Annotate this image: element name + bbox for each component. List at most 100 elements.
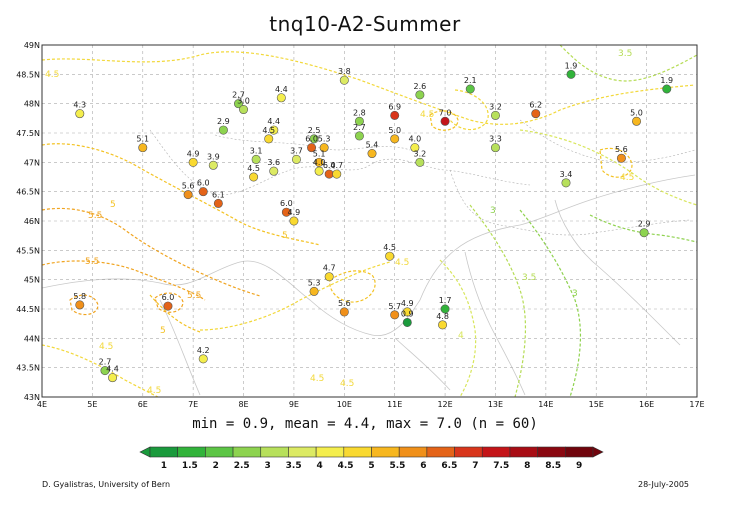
- station-dot: [402, 317, 412, 327]
- station-dot: [490, 110, 500, 120]
- station-marker: 5.3: [318, 135, 331, 153]
- colorbar-segment: [177, 446, 206, 458]
- isoline-label: 4: [458, 331, 464, 341]
- map-border: [41, 44, 698, 398]
- station-value-label: 1.7: [439, 296, 452, 305]
- isoline-label: 3.5: [618, 49, 632, 59]
- station-dot: [319, 143, 329, 153]
- station-dot: [339, 75, 349, 85]
- y-tick-label: 48.5N: [16, 70, 40, 79]
- colorbar-tick-label: 5.5: [389, 461, 405, 471]
- station-marker: 6.0: [280, 199, 293, 217]
- station-marker: 2.1: [464, 76, 477, 94]
- station-marker: 3.0: [237, 97, 250, 115]
- station-value-label: 2.7: [232, 91, 245, 100]
- isoline-5-5: [154, 292, 184, 313]
- station-marker: 2.9: [217, 117, 230, 135]
- coastline-layer: [41, 174, 696, 396]
- station-dot: [415, 157, 425, 167]
- station-dot: [75, 300, 85, 310]
- station-marker: 4.4: [106, 365, 119, 383]
- station-value-label: 1.9: [565, 61, 578, 70]
- station-value-label: 3.9: [207, 152, 220, 161]
- station-value-label: 2.9: [638, 220, 651, 229]
- station-dot: [314, 157, 324, 167]
- isoline-3-5: [559, 44, 698, 82]
- isoline-3: [589, 214, 698, 243]
- isoline-5-5: [69, 294, 99, 316]
- station-dot: [208, 160, 218, 170]
- isoline-5: [149, 294, 201, 333]
- colorbar-tick-label: 6: [420, 461, 426, 471]
- station-marker: 2.6: [414, 82, 426, 100]
- y-tick-label: 45.5N: [16, 246, 40, 255]
- isoline-5: [429, 110, 459, 131]
- station-dot: [324, 169, 334, 179]
- station-dot: [269, 166, 279, 176]
- station-value-label: 2.5: [308, 126, 321, 135]
- station-value-label: 0.9: [401, 309, 414, 318]
- colorbar-segment: [565, 446, 594, 458]
- y-tick-label: 44.5N: [16, 305, 40, 314]
- station-dot: [234, 99, 244, 109]
- station-dot: [390, 134, 400, 144]
- station-marker: 3.4: [560, 170, 572, 188]
- station-value-label: 4.4: [275, 85, 288, 94]
- isoline-label: 3: [572, 289, 578, 299]
- station-marker: 2.5: [308, 126, 321, 144]
- station-dot: [314, 166, 324, 176]
- station-dot: [213, 198, 223, 208]
- colorbar-segment: [537, 446, 566, 458]
- station-value-label: 4.0: [313, 158, 326, 167]
- station-marker: 5.7: [388, 302, 401, 320]
- station-dot: [438, 320, 448, 330]
- axis-ticks: 4E 5E 6E 7E 8E 9E 10E 11E 12E 13E 14E 15E 16E 17E 43N 4…: [16, 41, 704, 409]
- colorbar-tick-label: 5: [368, 461, 374, 471]
- station-marker: 4.9: [288, 208, 300, 226]
- station-dot: [309, 286, 319, 296]
- isoline-3-5: [469, 204, 527, 398]
- isoline-label: 4.5: [310, 374, 324, 384]
- station-value-label: 5.1: [313, 149, 326, 158]
- station-marker: 4.7: [330, 161, 343, 179]
- colorbar-tick-label: 8.5: [545, 461, 561, 471]
- y-tick-label: 45N: [24, 276, 40, 285]
- station-dot: [251, 154, 261, 164]
- station-marker: 1.9: [660, 76, 673, 94]
- station-dot: [291, 154, 301, 164]
- station-value-label: 4.4: [106, 365, 119, 374]
- colorbar-tick-label: 6.5: [441, 461, 457, 471]
- station-marker: 4.4: [275, 85, 288, 103]
- station-value-label: 3.2: [489, 102, 502, 111]
- station-marker: 5.0: [388, 126, 401, 144]
- station-dot: [354, 116, 364, 126]
- isoline-label: 4.5: [420, 110, 434, 120]
- colorbar-tick-label: 1.5: [182, 461, 198, 471]
- station-dot: [249, 172, 259, 182]
- colorbar-segment: [371, 446, 400, 458]
- station-dot: [561, 178, 571, 188]
- station-marker: 4.9: [401, 299, 414, 317]
- station-value-label: 5.3: [318, 135, 331, 144]
- station-dot: [198, 354, 208, 364]
- station-value-label: 4.5: [383, 243, 396, 252]
- station-dot: [440, 304, 450, 314]
- isoline-label: 4.5: [147, 386, 161, 396]
- station-marker: 5.6: [615, 145, 628, 163]
- station-dot: [465, 84, 475, 94]
- station-dot: [264, 134, 274, 144]
- isoline-label: 3: [490, 206, 496, 216]
- colorbar-segment: [260, 446, 289, 458]
- station-marker: 4.7: [323, 264, 336, 282]
- station-marker: 4.2: [197, 346, 210, 364]
- station-marker: 4.4: [267, 117, 280, 135]
- station-dot: [188, 157, 198, 167]
- station-marker: 6.0: [305, 135, 318, 153]
- station-dot: [385, 251, 395, 261]
- colorbar-tick-label: 7.5: [493, 461, 509, 471]
- station-dot: [339, 307, 349, 317]
- station-dot: [440, 116, 450, 126]
- station-marker: 4.0: [408, 135, 421, 153]
- station-value-label: 2.7: [353, 123, 366, 132]
